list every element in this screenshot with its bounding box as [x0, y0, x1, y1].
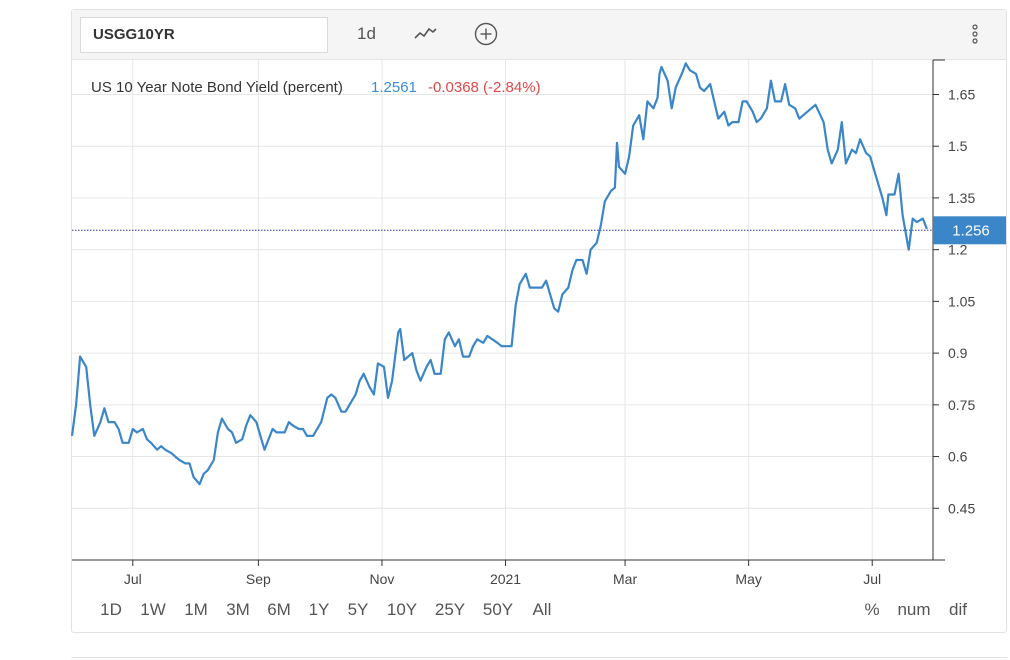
range-button-3m[interactable]: 3M [226, 600, 250, 619]
legend-series-name: US 10 Year Note Bond Yield (percent) [91, 79, 343, 96]
x-tick-label: Sep [246, 571, 271, 587]
range-button-1d[interactable]: 1D [100, 600, 122, 619]
interval-button[interactable]: 1d [357, 24, 376, 43]
range-button-25y[interactable]: 25Y [435, 600, 465, 619]
range-button-1w[interactable]: 1W [140, 600, 166, 619]
y-tick-label: 0.75 [948, 397, 975, 413]
yield-series-line [70, 62, 928, 486]
x-tick-label: Jul [863, 571, 881, 587]
axis-layer: 1.65 1.5 1.35 1.2 1.05 0.9 0.75 0.6 0.45 Jul Sep No… [72, 59, 975, 587]
divider [71, 657, 1007, 658]
mode-button-percent[interactable]: % [864, 600, 879, 619]
legend-last-value: 1.2561 [371, 79, 417, 96]
x-tick-label: 2021 [490, 571, 521, 587]
range-button-all[interactable]: All [533, 600, 552, 619]
y-tick-label: 1.05 [948, 293, 975, 309]
x-tick-label: Jul [124, 571, 142, 587]
y-tick-label: 1.35 [948, 190, 975, 206]
x-tick-label: Mar [613, 571, 637, 587]
mode-button-num[interactable]: num [897, 600, 930, 619]
chart-legend: US 10 Year Note Bond Yield (percent) 1.2… [91, 79, 541, 96]
price-tag [933, 216, 1006, 245]
chart-widget: USGG10YR 1d [71, 9, 1007, 633]
range-button-50y[interactable]: 50Y [483, 600, 513, 619]
range-button-1m[interactable]: 1M [184, 600, 208, 619]
y-tick-label: 0.45 [948, 500, 975, 516]
y-tick-label: 0.9 [948, 345, 968, 361]
scale-mode-selector: % num dif [864, 600, 967, 619]
mode-button-dif[interactable]: dif [949, 600, 967, 619]
line-chart-icon[interactable] [412, 21, 440, 47]
legend-change: -0.0368 (-2.84%) [428, 79, 541, 96]
y-tick-label: 1.5 [948, 138, 968, 154]
series-layer: 1.256 [70, 62, 1006, 486]
range-button-1y[interactable]: 1Y [309, 600, 330, 619]
range-button-6m[interactable]: 6M [267, 600, 291, 619]
range-button-5y[interactable]: 5Y [348, 600, 369, 619]
range-button-10y[interactable]: 10Y [387, 600, 417, 619]
y-tick-label: 0.6 [948, 449, 968, 465]
range-selector: 1D 1W 1M 3M 6M 1Y 5Y 10Y 25Y 50Y All [100, 600, 551, 619]
plus-circle-icon[interactable] [473, 21, 501, 47]
price-tag-label: 1.256 [952, 222, 990, 239]
x-tick-label: May [735, 571, 761, 587]
x-tick-label: Nov [370, 571, 395, 587]
y-tick-label: 1.2 [948, 242, 968, 258]
y-tick-label: 1.65 [948, 86, 975, 102]
symbol-search-input[interactable]: USGG10YR [80, 17, 328, 53]
vertical-dots-icon[interactable] [968, 21, 982, 47]
chart-toolbar: USGG10YR 1d [72, 10, 1006, 60]
grid-layer [72, 60, 933, 560]
